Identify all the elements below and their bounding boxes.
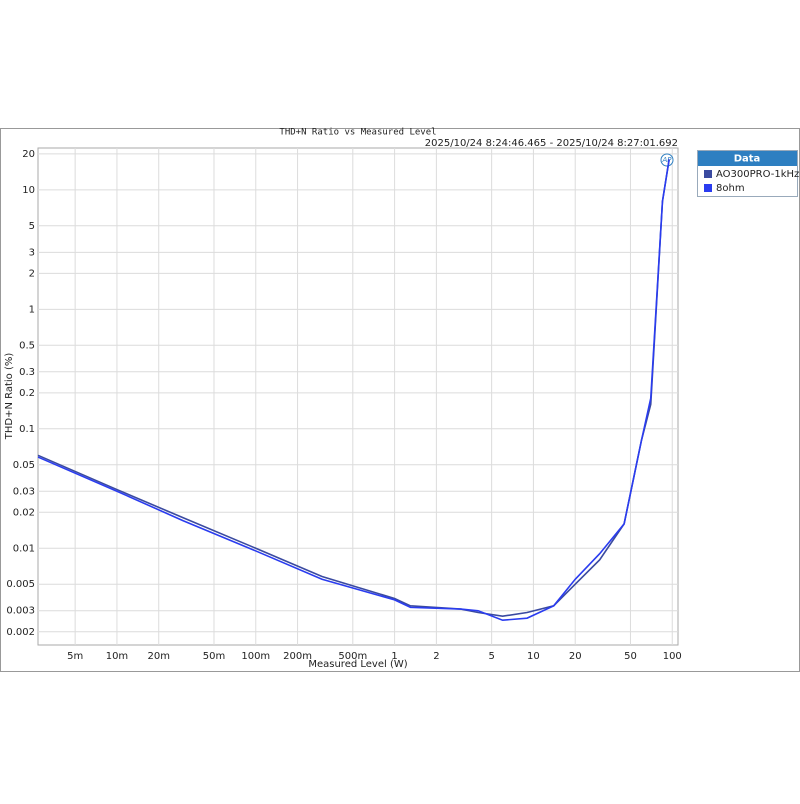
- chart-title: THD+N Ratio vs Measured Level: [279, 128, 436, 138]
- legend-title: Data: [734, 154, 761, 165]
- x-tick-label: 100: [663, 651, 682, 662]
- y-tick-label: 0.003: [6, 606, 35, 617]
- y-tick-label: 0.1: [19, 424, 35, 435]
- y-tick-label: 1: [29, 304, 35, 315]
- plot-area: [37, 147, 679, 646]
- x-tick-label: 100m: [241, 651, 270, 662]
- x-tick-label: 1: [391, 651, 397, 662]
- y-tick-label: 0.5: [19, 340, 35, 351]
- x-tick-label: 20m: [147, 651, 169, 662]
- y-tick-label: 0.3: [19, 367, 35, 378]
- y-tick-label: 2: [29, 268, 35, 279]
- x-tick-label: 5: [488, 651, 494, 662]
- series-line: [37, 159, 670, 622]
- x-tick-label: 5m: [67, 651, 83, 662]
- logo: AP: [661, 156, 672, 164]
- x-tick-label: 10: [527, 651, 540, 662]
- y-tick-label: 5: [29, 221, 35, 232]
- grid: [38, 148, 678, 645]
- y-tick-label: 0.005: [6, 579, 35, 590]
- x-tick-label: 200m: [283, 651, 312, 662]
- y-tick-label: 3: [29, 247, 35, 258]
- x-tick-label: 20: [569, 651, 582, 662]
- y-tick-label: 10: [22, 185, 35, 196]
- legend-swatch: [704, 184, 712, 192]
- y-tick-label: 0.01: [13, 543, 35, 554]
- y-tick-label: 0.002: [6, 627, 35, 638]
- x-tick-label: 10m: [106, 651, 128, 662]
- legend-label: AO300PRO-1kHz: [716, 169, 799, 180]
- y-axis-label: THD+N Ratio (%): [4, 353, 15, 441]
- legend-label: 8ohm: [716, 183, 745, 194]
- x-tick-label: 500m: [338, 651, 367, 662]
- logo-ring: [660, 153, 674, 167]
- x-tick-label: 50m: [203, 651, 225, 662]
- x-axis-label: Measured Level (W): [308, 659, 407, 670]
- timestamp: 2025/10/24 8:24:46.465 - 2025/10/24 8:27…: [425, 138, 678, 149]
- x-tick-label: 2: [433, 651, 439, 662]
- y-tick-label: 0.05: [13, 460, 35, 471]
- y-tick-label: 0.02: [13, 507, 35, 518]
- y-tick-label: 0.03: [13, 486, 35, 497]
- legend-header: [698, 151, 797, 166]
- y-tick-label: 20: [22, 149, 35, 160]
- legend-swatch: [704, 170, 712, 178]
- y-tick-label: 0.2: [19, 388, 35, 399]
- x-tick-label: 50: [624, 651, 637, 662]
